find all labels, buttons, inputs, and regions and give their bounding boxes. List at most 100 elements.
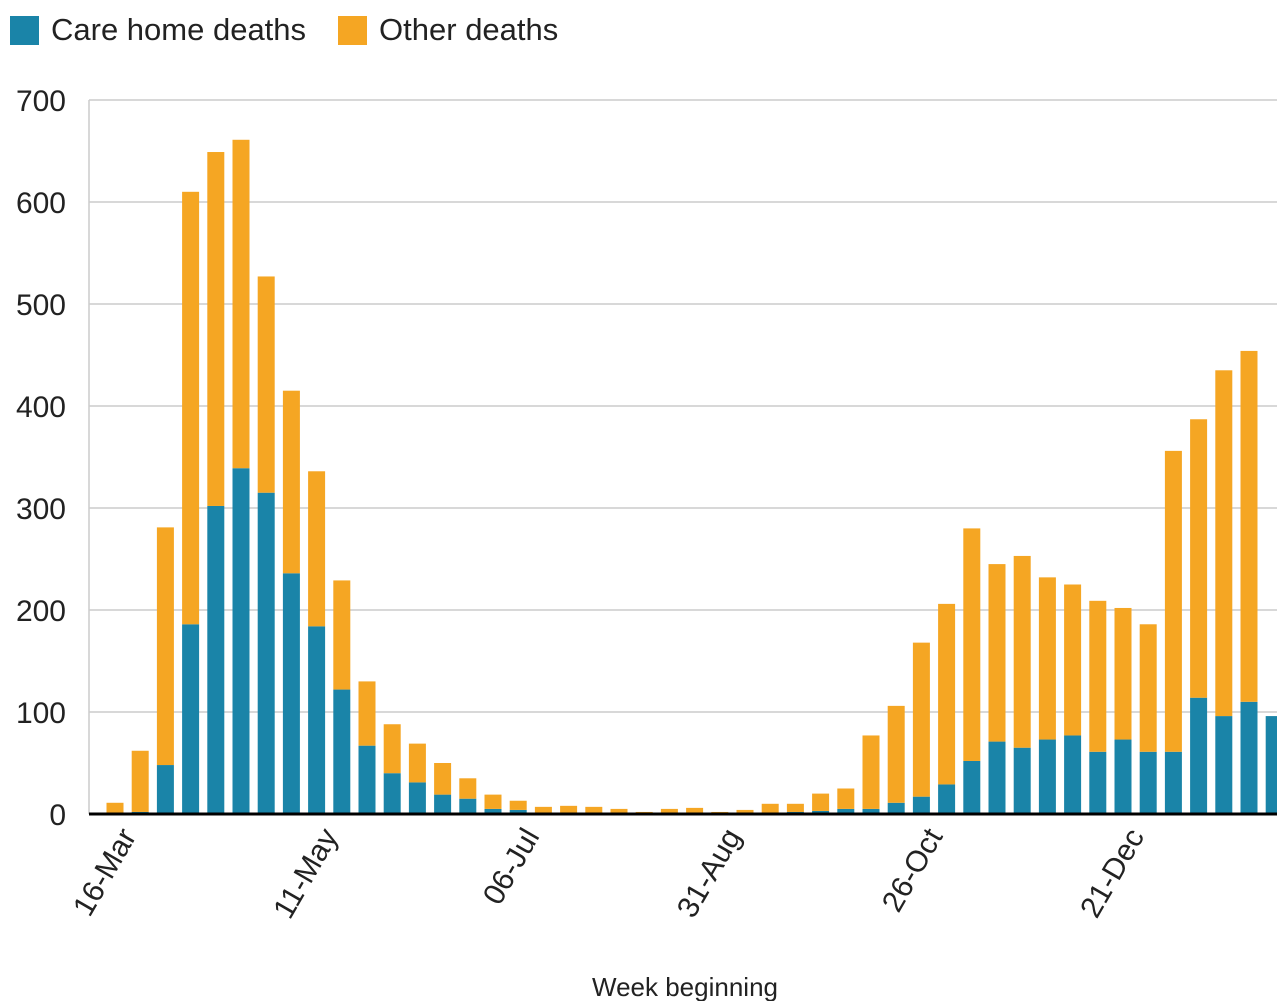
bar-other bbox=[207, 152, 225, 506]
y-tick-label: 0 bbox=[49, 799, 66, 832]
bar-care-home bbox=[509, 809, 527, 814]
bar-care-home bbox=[308, 626, 326, 814]
bar-other bbox=[1064, 584, 1082, 736]
bar-care-home bbox=[408, 782, 426, 814]
x-axis-tick-labels: 16-Mar 11-May 06-Jul 31-Aug 26-Oct 21-Dec bbox=[67, 822, 1151, 924]
legend-item-care-home[interactable]: Care home deaths bbox=[10, 12, 306, 48]
x-tick-label: 06-Jul bbox=[477, 823, 546, 910]
bar-care-home bbox=[988, 741, 1006, 814]
bar-other bbox=[963, 528, 981, 761]
bar-care-home bbox=[837, 808, 855, 814]
y-tick-label: 400 bbox=[16, 391, 66, 424]
bar-care-home bbox=[963, 760, 981, 814]
bar-care-home bbox=[358, 745, 376, 814]
bar-care-home bbox=[383, 773, 401, 814]
bar-care-home bbox=[812, 810, 830, 814]
bar-other bbox=[736, 809, 754, 814]
bar-other bbox=[1089, 600, 1107, 752]
bar-care-home bbox=[156, 765, 174, 814]
bar-other bbox=[1139, 624, 1157, 752]
legend-swatch-other bbox=[338, 15, 368, 45]
bar-other bbox=[585, 806, 603, 813]
bar-other bbox=[408, 743, 426, 783]
bar-other bbox=[862, 735, 880, 809]
bar-other bbox=[812, 793, 830, 811]
x-axis-title: Week beginning bbox=[592, 972, 778, 1001]
bar-care-home bbox=[1089, 751, 1107, 814]
bar-other bbox=[1013, 555, 1031, 748]
y-tick-label: 500 bbox=[16, 289, 66, 322]
bar-care-home bbox=[182, 624, 200, 814]
bar-other bbox=[837, 788, 855, 809]
bar-other bbox=[383, 724, 401, 774]
bar-other bbox=[106, 802, 124, 813]
bar-care-home bbox=[232, 468, 250, 814]
bar-care-home bbox=[1164, 751, 1182, 814]
bar-other bbox=[686, 807, 704, 813]
x-tick-label: 31-Aug bbox=[671, 823, 748, 923]
x-tick-label: 21-Dec bbox=[1074, 823, 1151, 923]
legend-item-other[interactable]: Other deaths bbox=[338, 12, 558, 48]
bar-other bbox=[887, 705, 905, 803]
bar-other bbox=[232, 139, 250, 469]
bar-care-home bbox=[434, 794, 452, 814]
bar-care-home bbox=[1064, 735, 1082, 814]
bar-care-home bbox=[1190, 697, 1208, 814]
bar-other bbox=[786, 803, 804, 812]
bar-other bbox=[1190, 419, 1208, 698]
legend: Care home deaths Other deaths bbox=[10, 12, 590, 48]
bar-other bbox=[761, 803, 779, 813]
bar-other bbox=[938, 603, 956, 785]
bar-other bbox=[282, 390, 300, 574]
y-tick-label: 600 bbox=[16, 187, 66, 220]
bar-other bbox=[484, 794, 502, 809]
bar-other bbox=[308, 471, 326, 627]
bar-other bbox=[1164, 450, 1182, 752]
bar-other bbox=[459, 778, 477, 799]
bars bbox=[106, 139, 1277, 814]
bar-other bbox=[610, 808, 628, 813]
bar-care-home bbox=[1114, 739, 1132, 814]
y-axis-tick-labels: 0 100 200 300 400 500 600 700 bbox=[16, 85, 66, 832]
bar-care-home bbox=[1240, 701, 1258, 814]
bar-care-home bbox=[1038, 739, 1056, 814]
y-tick-label: 700 bbox=[16, 85, 66, 118]
bar-care-home bbox=[1265, 716, 1277, 814]
bar-care-home bbox=[484, 808, 502, 814]
bar-other bbox=[509, 800, 527, 810]
bar-other bbox=[358, 681, 376, 746]
bar-other bbox=[534, 806, 552, 813]
bar-other bbox=[156, 527, 174, 766]
bar-care-home bbox=[887, 802, 905, 814]
bar-care-home bbox=[1215, 716, 1233, 814]
bar-other bbox=[1038, 577, 1056, 740]
bar-care-home bbox=[207, 505, 225, 814]
bar-care-home bbox=[282, 573, 300, 814]
legend-label-other: Other deaths bbox=[379, 12, 559, 47]
x-tick-label: 26-Oct bbox=[876, 822, 950, 917]
y-tick-label: 300 bbox=[16, 493, 66, 526]
bar-other bbox=[560, 805, 578, 813]
bar-other bbox=[912, 642, 930, 797]
bar-care-home bbox=[257, 492, 275, 814]
bar-care-home bbox=[1013, 747, 1031, 814]
bar-other bbox=[988, 564, 1006, 742]
bar-other bbox=[182, 191, 200, 625]
bar-other bbox=[660, 808, 678, 813]
bar-care-home bbox=[1139, 751, 1157, 814]
x-tick-label: 11-May bbox=[267, 823, 344, 924]
legend-label-care-home: Care home deaths bbox=[51, 12, 307, 47]
bar-care-home bbox=[912, 796, 930, 814]
bar-care-home bbox=[459, 798, 477, 814]
bar-other bbox=[257, 276, 275, 493]
bar-other bbox=[131, 750, 149, 812]
y-tick-label: 200 bbox=[16, 595, 66, 628]
bar-care-home bbox=[938, 784, 956, 814]
legend-swatch-care-home bbox=[10, 15, 39, 45]
bar-other bbox=[1114, 607, 1132, 740]
bar-other bbox=[1240, 350, 1258, 702]
bar-care-home bbox=[333, 689, 351, 814]
bar-other bbox=[333, 580, 351, 690]
x-tick-label: 16-Mar bbox=[67, 823, 143, 922]
